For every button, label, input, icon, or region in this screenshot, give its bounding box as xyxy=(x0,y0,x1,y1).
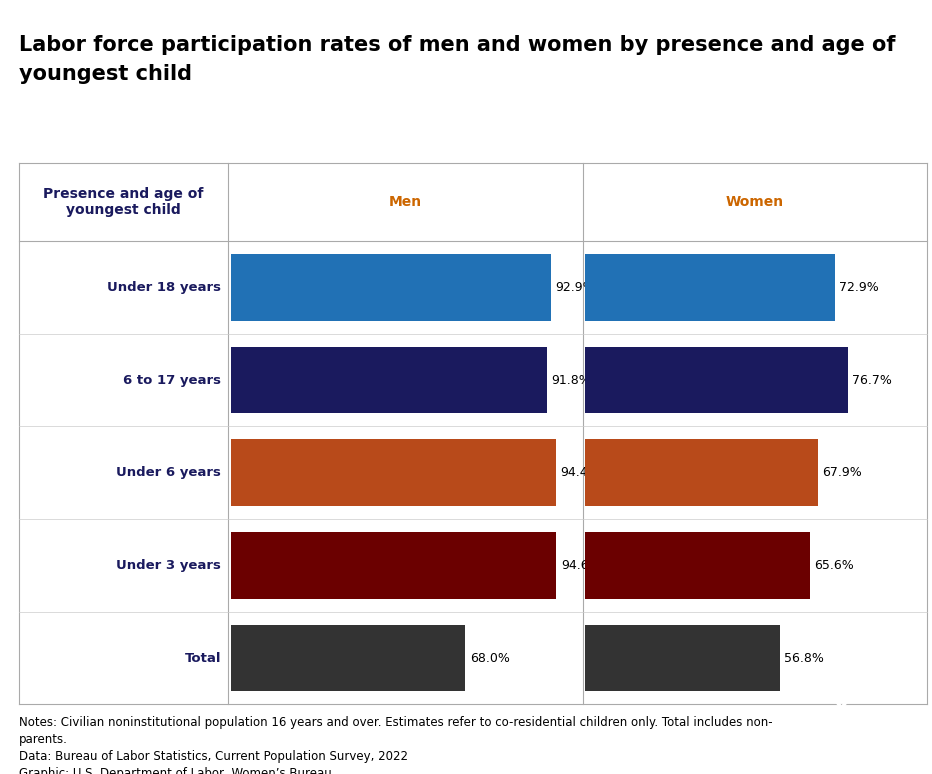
Bar xyxy=(231,254,551,320)
Text: 67.9%: 67.9% xyxy=(822,466,862,479)
Bar xyxy=(231,625,465,691)
Text: 91.8%: 91.8% xyxy=(552,374,591,386)
Bar xyxy=(585,625,779,691)
Bar xyxy=(585,440,817,506)
Bar xyxy=(231,440,555,506)
Text: 56.8%: 56.8% xyxy=(784,652,824,665)
Text: youngest child: youngest child xyxy=(19,64,192,84)
Text: Total: Total xyxy=(185,652,221,665)
Bar xyxy=(585,532,810,599)
Bar xyxy=(585,254,835,320)
Text: 92.9%: 92.9% xyxy=(555,281,595,294)
Text: Women: Women xyxy=(726,195,784,209)
Text: 6 to 17 years: 6 to 17 years xyxy=(123,374,221,386)
Text: 76.7%: 76.7% xyxy=(852,374,892,386)
Text: Under 18 years: Under 18 years xyxy=(107,281,221,294)
Bar xyxy=(231,347,547,413)
Text: Men: Men xyxy=(389,195,422,209)
Text: 94.4%: 94.4% xyxy=(560,466,600,479)
Text: Graphic: U.S. Department of Labor, Women’s Bureau: Graphic: U.S. Department of Labor, Women… xyxy=(19,767,332,774)
Text: Under 3 years: Under 3 years xyxy=(116,559,221,572)
Bar xyxy=(585,347,847,413)
Text: Notes: Civilian noninstitutional population 16 years and over. Estimates refer t: Notes: Civilian noninstitutional populat… xyxy=(19,716,773,729)
Text: X: X xyxy=(832,700,850,720)
Bar xyxy=(231,532,556,599)
Text: 94.6%: 94.6% xyxy=(561,559,601,572)
Text: Labor force participation rates of men and women by presence and age of: Labor force participation rates of men a… xyxy=(19,35,895,55)
Text: 65.6%: 65.6% xyxy=(815,559,854,572)
Text: Presence and age of
youngest child: Presence and age of youngest child xyxy=(43,187,204,217)
Text: Data: Bureau of Labor Statistics, Current Population Survey, 2022: Data: Bureau of Labor Statistics, Curren… xyxy=(19,750,407,763)
Text: 72.9%: 72.9% xyxy=(840,281,879,294)
Text: Under 6 years: Under 6 years xyxy=(116,466,221,479)
Text: parents.: parents. xyxy=(19,733,67,746)
Text: 68.0%: 68.0% xyxy=(470,652,510,665)
